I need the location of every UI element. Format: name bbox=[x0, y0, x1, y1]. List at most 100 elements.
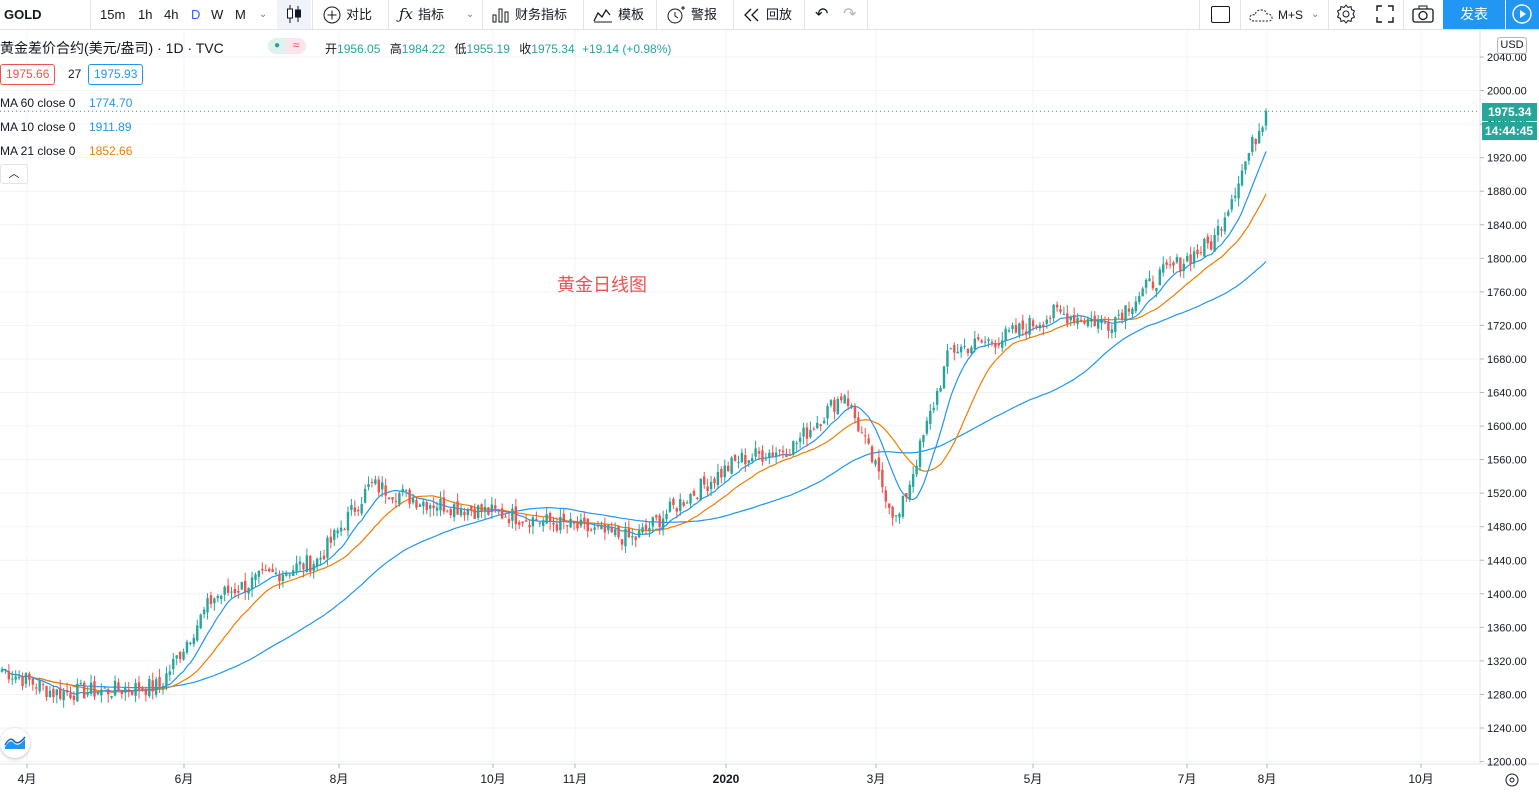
interval-m[interactable]: M bbox=[235, 7, 246, 22]
candle-body bbox=[651, 517, 655, 527]
symbol-search[interactable]: GOLD bbox=[4, 7, 42, 22]
ma21-legend[interactable]: MA 21 close 0 1852.66 bbox=[0, 144, 132, 158]
candle bbox=[891, 505, 894, 526]
series-title[interactable]: 黄金差价合约(美元/盎司) · 1D · TVC bbox=[0, 40, 224, 56]
candle-body bbox=[1138, 296, 1141, 302]
candle bbox=[1066, 305, 1069, 328]
candle bbox=[1209, 234, 1213, 251]
snapshot-button[interactable] bbox=[1412, 0, 1434, 29]
candle bbox=[466, 507, 470, 521]
candle-body bbox=[1189, 254, 1192, 265]
candle bbox=[535, 511, 538, 522]
interval-1h[interactable]: 1h bbox=[138, 7, 153, 22]
candle bbox=[768, 449, 771, 465]
candle bbox=[456, 493, 459, 515]
undo-icon[interactable]: ↶ bbox=[815, 6, 829, 23]
ma60-legend[interactable]: MA 60 close 0 1774.70 bbox=[0, 96, 132, 110]
candle bbox=[127, 681, 130, 698]
templates-label: 模板 bbox=[618, 7, 645, 22]
candle bbox=[394, 492, 398, 508]
compare-button[interactable]: 对比 bbox=[323, 0, 372, 29]
fullscreen-button[interactable] bbox=[1376, 0, 1394, 29]
candle bbox=[713, 476, 716, 489]
close-value: 1975.34 bbox=[531, 42, 575, 56]
price-chart[interactable]: 2040.002000.001960.001920.001880.001840.… bbox=[0, 30, 1539, 796]
candle bbox=[435, 501, 439, 517]
sell-price-button[interactable]: 1975.66 bbox=[0, 64, 56, 85]
candle-body bbox=[134, 682, 137, 696]
layout-select[interactable]: M+S bbox=[1249, 0, 1303, 29]
templates-button[interactable]: 模板 bbox=[593, 0, 644, 29]
ma10-legend[interactable]: MA 10 close 0 1911.89 bbox=[0, 120, 132, 134]
chart-annotation[interactable]: 黄金日线图 bbox=[557, 275, 647, 295]
candle-body bbox=[124, 687, 127, 693]
candle bbox=[192, 633, 196, 648]
candle-body bbox=[14, 676, 17, 680]
candle-body bbox=[788, 455, 792, 457]
candle bbox=[449, 507, 452, 519]
indicators-dropdown-icon[interactable]: ⌄ bbox=[466, 9, 475, 20]
toolbar-divider bbox=[804, 0, 805, 29]
alert-button[interactable]: 警报 bbox=[666, 0, 717, 29]
candle-body bbox=[1001, 340, 1004, 348]
candle bbox=[942, 366, 946, 389]
candle bbox=[322, 549, 326, 561]
interval-w[interactable]: W bbox=[211, 7, 224, 22]
tradingview-logo[interactable] bbox=[0, 728, 30, 758]
candle-body bbox=[963, 345, 966, 347]
candle bbox=[1223, 212, 1227, 235]
collapse-legend-button[interactable]: ︿ bbox=[0, 164, 28, 184]
interval-4h[interactable]: 4h bbox=[164, 7, 179, 22]
candle bbox=[391, 497, 394, 504]
candle-body bbox=[538, 522, 541, 524]
candle-body bbox=[1090, 318, 1093, 322]
candle bbox=[1199, 246, 1203, 256]
candle-body bbox=[750, 458, 754, 462]
financials-button[interactable]: 财务指标 bbox=[492, 0, 567, 29]
candle-body bbox=[894, 515, 898, 517]
candle bbox=[497, 508, 500, 515]
layout-square-icon[interactable] bbox=[1211, 6, 1230, 23]
candle bbox=[398, 490, 401, 507]
publish-button[interactable]: 发表 bbox=[1443, 0, 1505, 29]
price-tick-label: 2040.00 bbox=[1487, 52, 1527, 64]
candle-body bbox=[490, 504, 494, 513]
currency-badge[interactable]: USD bbox=[1497, 37, 1527, 54]
market-status[interactable]: ● ≈ bbox=[268, 38, 308, 54]
interval-15m[interactable]: 15m bbox=[100, 7, 126, 22]
candle bbox=[367, 476, 370, 491]
interval-d[interactable]: D bbox=[191, 7, 201, 22]
layout-dropdown-icon[interactable]: ⌄ bbox=[1311, 9, 1320, 20]
candle-body bbox=[774, 452, 778, 457]
candle bbox=[124, 682, 127, 701]
candle-body bbox=[1261, 127, 1264, 132]
candle-body bbox=[333, 530, 336, 540]
candle-body bbox=[93, 681, 96, 697]
candle-body bbox=[901, 495, 905, 517]
replay-button[interactable]: 回放 bbox=[743, 0, 792, 29]
candle-body bbox=[1151, 281, 1155, 289]
indicators-button[interactable]: ƒx 指标 bbox=[399, 0, 444, 29]
candle bbox=[754, 440, 757, 461]
candle-body bbox=[497, 510, 500, 512]
candle bbox=[196, 619, 199, 642]
candle bbox=[476, 504, 480, 521]
candle-body bbox=[987, 339, 990, 341]
candle bbox=[1114, 316, 1117, 338]
financials-label: 财务指标 bbox=[515, 7, 568, 22]
candle bbox=[374, 475, 377, 486]
candle-body bbox=[360, 504, 363, 514]
candle bbox=[1213, 228, 1216, 252]
candle bbox=[857, 411, 860, 433]
interval-dropdown-icon[interactable]: ⌄ bbox=[259, 9, 268, 20]
redo-icon[interactable]: ↷ bbox=[843, 6, 857, 23]
candle-body bbox=[463, 511, 466, 516]
publish-menu-button[interactable] bbox=[1506, 0, 1539, 29]
candle bbox=[867, 433, 870, 445]
settings-button[interactable] bbox=[1336, 0, 1356, 29]
candle-body bbox=[1045, 319, 1048, 324]
candle bbox=[494, 498, 497, 513]
chart-type-button[interactable] bbox=[277, 0, 311, 29]
candle-body bbox=[1066, 313, 1069, 324]
buy-price-button[interactable]: 1975.93 bbox=[88, 64, 144, 85]
